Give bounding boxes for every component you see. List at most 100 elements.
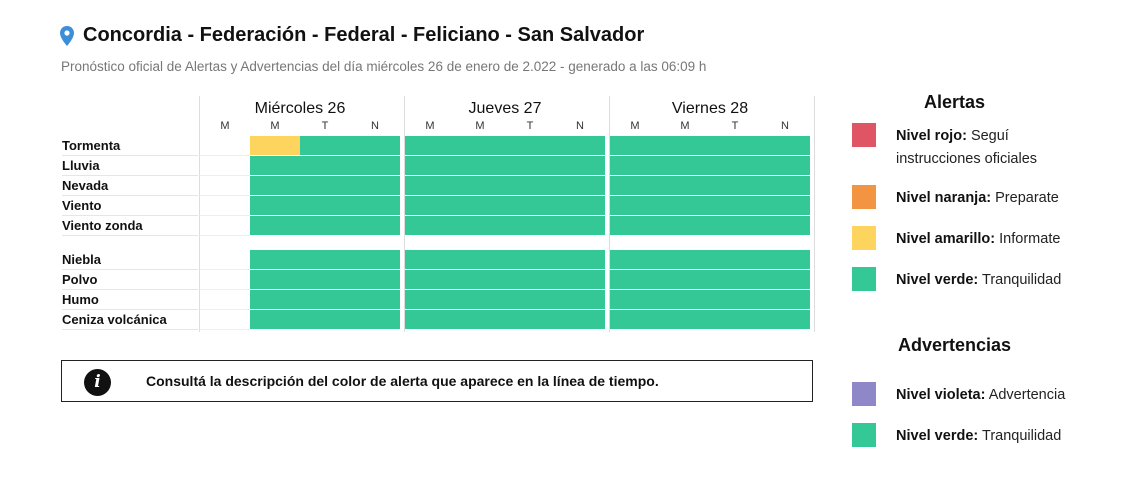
forecast-cell-green [660,136,710,155]
legend-text: Nivel violeta: Advertencia [896,384,1096,407]
row-label: Lluvia [62,156,198,176]
forecast-cell-green [760,176,810,195]
info-box: i Consultá la descripción del color de a… [61,360,813,402]
forecast-cell-green [555,250,605,269]
forecast-cell-green [610,250,660,269]
forecast-cell-green [455,250,505,269]
forecast-cell-green [300,216,350,235]
legend-swatch [852,423,876,447]
forecast-cell-green [405,156,455,175]
forecast-cell-green [505,196,555,215]
forecast-cell-green [250,196,300,215]
legend-desc: Tranquilidad [982,272,1062,288]
forecast-cell-green [405,176,455,195]
forecast-row: Niebla [60,250,816,270]
forecast-cell-green [405,310,455,329]
legend-desc: Seguí instrucciones oficiales [896,128,1038,167]
forecast-cell-green [405,136,455,155]
row-label: Viento zonda [62,216,198,236]
forecast-cell-green [660,250,710,269]
day-column: Viernes 28 M M T N [610,96,810,136]
legend-warnings-title: Advertencias [898,335,1012,355]
forecast-row: Polvo [60,270,816,290]
legend-text: Nivel amarillo: Informate [896,228,1096,251]
forecast-cell-green [455,136,505,155]
forecast-cell-green [350,290,400,309]
legend-level: Nivel naranja: [896,190,992,206]
forecast-cell-none [200,176,250,196]
period-label: N [781,120,789,132]
forecast-cell-green [505,136,555,155]
forecast-cell-green [555,136,605,155]
forecast-cell-green [610,156,660,175]
row-label: Tormenta [62,136,198,156]
legend-level: Nivel rojo: [896,128,967,144]
forecast-cell-none [200,216,250,236]
forecast-cell-green [455,290,505,309]
forecast-cell-green [760,250,810,269]
legend-level: Nivel verde: [896,428,979,444]
column-separator [199,96,200,332]
forecast-cell-green [710,250,760,269]
row-label: Ceniza volcánica [62,310,198,330]
forecast-cell-green [300,250,350,269]
legend-text: Nivel verde: Tranquilidad [896,269,1096,292]
legend-swatch [852,382,876,406]
forecast-cell-green [455,196,505,215]
row-label: Viento [62,196,198,216]
forecast-cell-green [710,156,760,175]
forecast-cell-green [710,310,760,329]
forecast-cell-green [250,290,300,309]
forecast-cell-green [350,176,400,195]
column-separator [609,96,610,332]
forecast-row: Viento zonda [60,216,816,236]
legend-text: Nivel naranja: Preparate [896,187,1096,210]
forecast-cell-green [710,136,760,155]
forecast-cell-green [250,156,300,175]
legend-swatch [852,226,876,250]
forecast-cell-green [760,310,810,329]
forecast-cell-green [660,176,710,195]
forecast-cell-green [505,216,555,235]
period-label: M [630,120,640,132]
forecast-cell-green [350,196,400,215]
forecast-cell-green [300,196,350,215]
forecast-cell-green [710,216,760,235]
column-separator [404,96,405,332]
period-label: M [220,120,230,132]
forecast-cell-green [455,176,505,195]
forecast-cell-green [300,156,350,175]
forecast-cell-green [505,310,555,329]
forecast-cell-green [710,270,760,289]
period-label: T [731,120,739,132]
forecast-cell-green [405,196,455,215]
forecast-cell-green [250,250,300,269]
forecast-cell-green [660,310,710,329]
forecast-cell-none [200,136,250,156]
forecast-row: Ceniza volcánica [60,310,816,330]
forecast-cell-green [505,270,555,289]
forecast-cell-green [455,310,505,329]
info-icon: i [84,369,111,396]
forecast-cell-green [350,136,400,155]
forecast-cell-green [300,136,350,155]
row-label: Niebla [62,250,198,270]
forecast-cell-green [760,216,810,235]
location-pin-icon [60,25,74,46]
forecast-cell-green [555,176,605,195]
forecast-cell-green [555,270,605,289]
day-name: Jueves 27 [468,100,542,117]
forecast-cell-green [555,290,605,309]
forecast-cell-green [610,290,660,309]
forecast-cell-none [200,270,250,290]
legend-text: Nivel verde: Tranquilidad [896,425,1096,448]
forecast-cell-none [200,310,250,330]
forecast-cell-green [710,290,760,309]
forecast-cell-green [555,196,605,215]
forecast-cell-green [760,290,810,309]
forecast-cell-green [455,216,505,235]
legend-swatch [852,123,876,147]
period-label: M [680,120,690,132]
forecast-row: Viento [60,196,816,216]
